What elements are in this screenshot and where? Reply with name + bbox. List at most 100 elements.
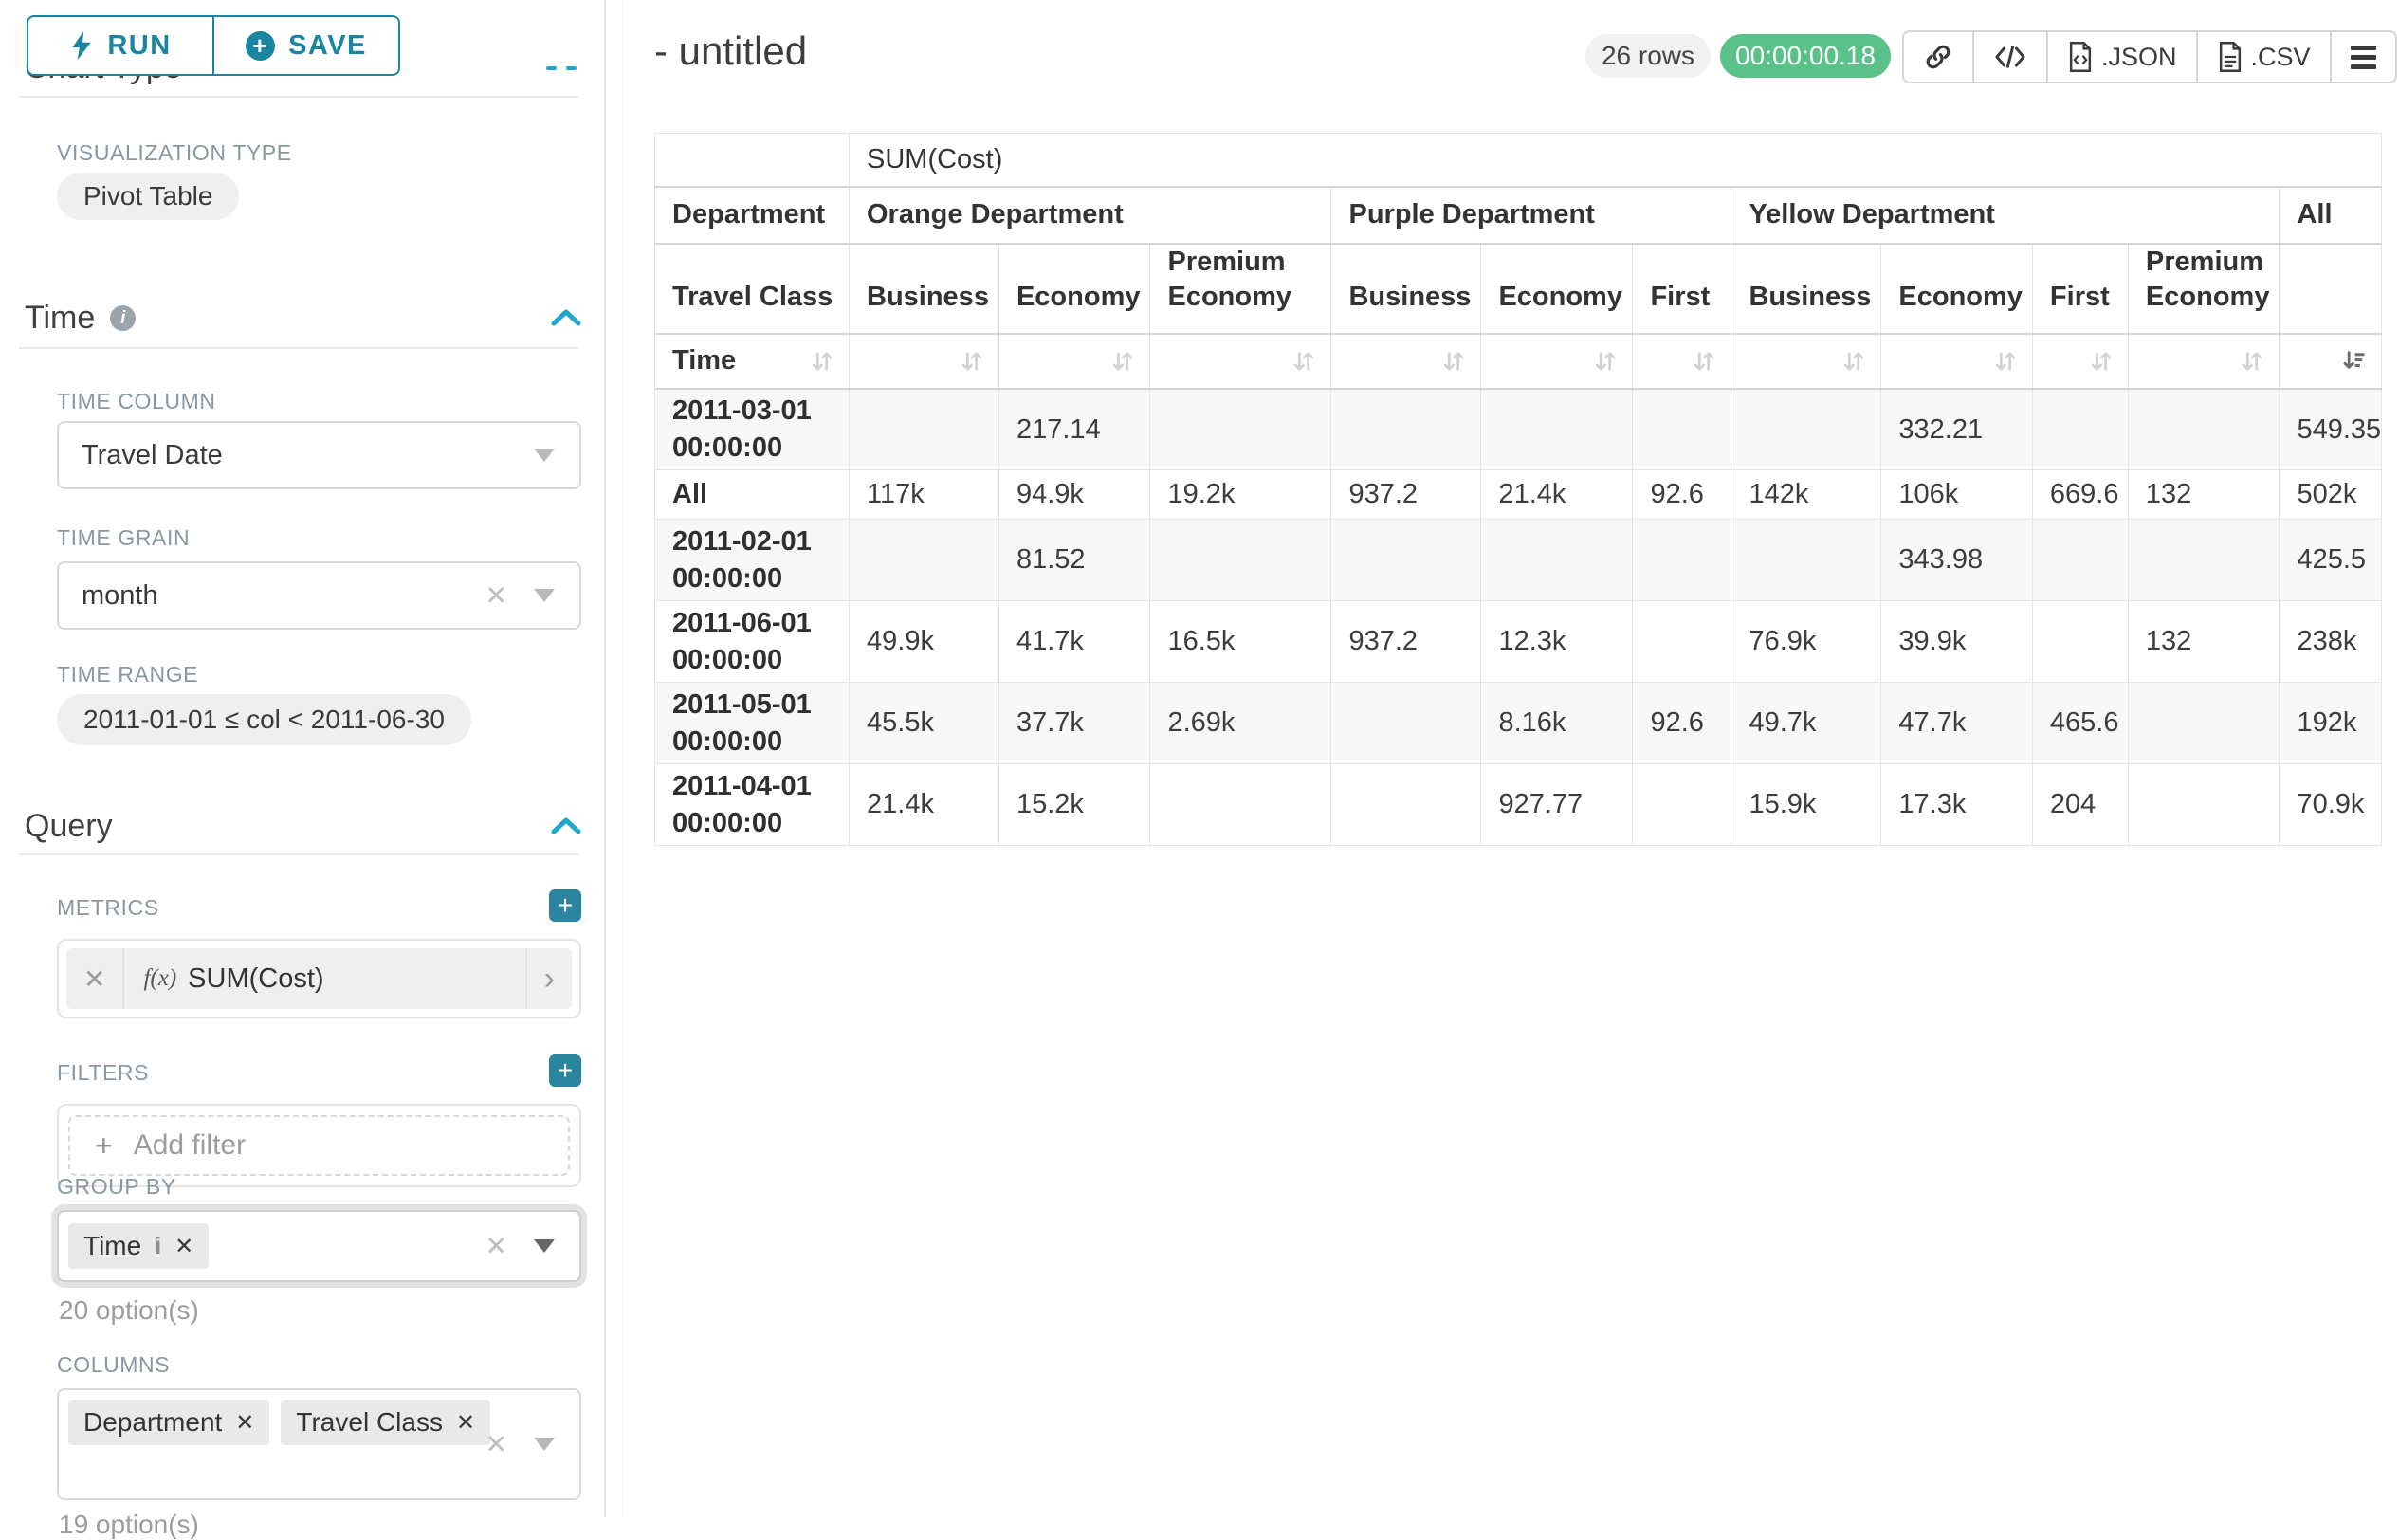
pivot-cell (1632, 519, 1732, 602)
sort-icon[interactable] (959, 348, 985, 375)
copy-link-button[interactable] (1904, 32, 1972, 82)
pivot-cell: 332.21 (1880, 388, 2033, 471)
sort-desc-icon[interactable] (2341, 348, 2368, 375)
chart-title[interactable]: - untitled (654, 28, 808, 73)
visualization-type-pill[interactable]: Pivot Table (57, 173, 240, 220)
query-section-title: Query (25, 808, 113, 844)
col-dim-header: Travel Class (654, 242, 850, 335)
remove-tag-icon[interactable]: ✕ (455, 1409, 476, 1436)
sort-header-cell[interactable] (1632, 333, 1732, 390)
pivot-cell: 12.3k (1480, 600, 1634, 684)
pivot-table: SUM(Cost) Department Orange Department Purp… (654, 133, 2383, 847)
sort-icon[interactable] (1691, 348, 1717, 375)
chevron-right-icon[interactable]: › (543, 960, 555, 997)
table-row: 2011-05-01 00:00:00 45.5k 37.7k 2.69k 8.16k 9… (654, 682, 2383, 765)
columns-tag: Department ✕ (68, 1400, 270, 1445)
pivot-cell: 142k (1731, 469, 1882, 521)
pivot-cell (1731, 519, 1882, 602)
pivot-cell (2127, 763, 2280, 847)
sort-header-cell[interactable] (1731, 333, 1882, 390)
sort-icon[interactable] (2239, 348, 2265, 375)
remove-metric-icon[interactable]: ✕ (83, 963, 106, 994)
run-save-button-group: RUN + SAVE (27, 15, 400, 76)
pivot-cell (2031, 388, 2129, 471)
time-column-label: TIME COLUMN (57, 389, 216, 413)
sort-header-cell[interactable] (2031, 333, 2129, 390)
clear-icon[interactable]: ✕ (485, 1231, 507, 1261)
sort-header-cell[interactable] (998, 333, 1151, 390)
columns-options-note: 19 option(s) (59, 1510, 199, 1539)
pivot-cell: 132 (2127, 469, 2280, 521)
sort-icon[interactable] (1840, 348, 1867, 375)
sort-icon[interactable] (1291, 348, 1317, 375)
corner-cell (654, 133, 850, 188)
pivot-cell (1330, 519, 1482, 602)
time-grain-select[interactable]: month ✕ (57, 561, 581, 630)
group-by-select[interactable]: Time i ✕ ✕ (57, 1210, 581, 1282)
drag-handle-dot[interactable] (546, 66, 557, 70)
sort-header-cell[interactable] (2127, 333, 2280, 390)
tag-info-icon[interactable]: i (155, 1232, 162, 1259)
sort-header-cell[interactable] (2279, 333, 2383, 390)
add-filter-button[interactable]: + Add filter (68, 1115, 570, 1176)
function-icon: f(x) (143, 965, 177, 991)
pivot-cell: 669.6 (2031, 469, 2129, 521)
pivot-cell (1632, 600, 1732, 684)
add-metric-button[interactable]: + (549, 889, 581, 922)
chevron-up-icon[interactable] (550, 816, 582, 836)
sort-header-cell[interactable] (1330, 333, 1482, 390)
run-button[interactable]: RUN (28, 17, 212, 74)
pivot-cell (2127, 682, 2280, 765)
sort-header-cell[interactable] (1149, 333, 1332, 390)
sort-icon[interactable] (809, 348, 835, 375)
sort-icon[interactable] (1440, 348, 1467, 375)
chevron-up-icon[interactable] (550, 307, 582, 328)
pivot-cell (1632, 388, 1732, 471)
clear-icon[interactable]: ✕ (485, 1429, 507, 1459)
drag-handle-dot[interactable] (566, 66, 577, 70)
pivot-cell: 47.7k (1880, 682, 2033, 765)
column-group-header: Yellow Department (1731, 186, 2280, 245)
pivot-cell: 39.9k (1880, 600, 2033, 684)
add-filter-label: Add filter (133, 1129, 247, 1161)
save-button[interactable]: + SAVE (212, 17, 398, 74)
add-filter-plus-button[interactable]: + (549, 1054, 581, 1087)
export-json-button[interactable]: .JSON (2046, 32, 2196, 82)
filters-box: + Add filter (57, 1104, 581, 1187)
sort-icon[interactable] (1592, 348, 1619, 375)
row-label-cell: 2011-02-01 00:00:00 (654, 519, 850, 602)
columns-select[interactable]: Department ✕ Travel Class ✕ ✕ (57, 1388, 581, 1500)
remove-tag-icon[interactable]: ✕ (174, 1233, 194, 1259)
pivot-cell: 549.35 (2279, 388, 2383, 471)
sort-header-cell[interactable] (1880, 333, 2033, 390)
pivot-cell: 21.4k (1480, 469, 1634, 521)
metric-pill[interactable]: ✕ f(x) SUM(Cost) › (66, 948, 572, 1009)
embed-code-button[interactable] (1972, 32, 2046, 82)
pivot-cell: 45.5k (849, 682, 999, 765)
info-icon[interactable]: i (110, 305, 137, 331)
pivot-cell: 37.7k (998, 682, 1151, 765)
travel-class-header: Economy (998, 242, 1151, 335)
clear-icon[interactable]: ✕ (485, 580, 507, 611)
sort-icon[interactable] (1992, 348, 2019, 375)
export-csv-button[interactable]: .CSV (2195, 32, 2330, 82)
sort-header-cell[interactable] (849, 333, 999, 390)
pivot-cell (2127, 519, 2280, 602)
pivot-cell (2031, 519, 2129, 602)
time-range-pill[interactable]: 2011-01-01 ≤ col < 2011-06-30 (57, 694, 471, 745)
divider (19, 853, 578, 855)
travel-class-header: Economy (1880, 242, 2033, 335)
columns-tag: Travel Class ✕ (281, 1400, 491, 1445)
more-options-button[interactable] (2329, 32, 2395, 82)
pivot-cell: 19.2k (1149, 469, 1332, 521)
remove-tag-icon[interactable]: ✕ (235, 1409, 255, 1436)
caret-down-icon (534, 1438, 555, 1451)
sort-icon[interactable] (2088, 348, 2115, 375)
sort-header-cell[interactable] (1480, 333, 1634, 390)
pivot-cell (1149, 519, 1332, 602)
time-sort-header[interactable]: Time (654, 333, 850, 390)
time-section-title: Time (25, 300, 96, 336)
time-column-select[interactable]: Travel Date (57, 421, 581, 489)
csv-file-icon (2219, 42, 2241, 72)
sort-icon[interactable] (1109, 348, 1136, 375)
